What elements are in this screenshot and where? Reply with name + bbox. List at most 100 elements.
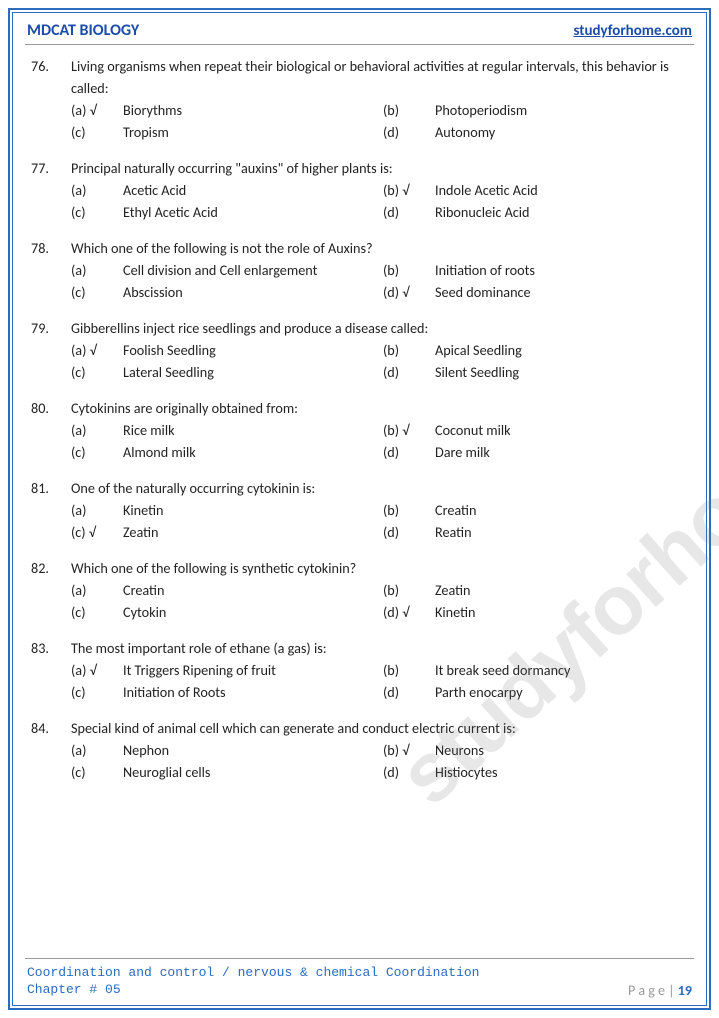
option-text: Initiation of Roots	[123, 681, 383, 703]
question: 79.Gibberellins inject rice seedlings an…	[29, 317, 690, 383]
question: 82.Which one of the following is synthet…	[29, 557, 690, 623]
question-number: 78.	[29, 237, 71, 259]
option-letter: (a)	[71, 579, 123, 601]
option-text: Nephon	[123, 739, 383, 761]
option: (a) √Foolish Seedling	[71, 339, 383, 361]
option-text: Indole Acetic Acid	[435, 179, 690, 201]
option-text: Initiation of roots	[435, 259, 690, 281]
option: (a)Kinetin	[71, 499, 383, 521]
option: (c)Tropism	[71, 121, 383, 143]
option-indent	[29, 499, 71, 521]
option-letter: (c)	[71, 121, 123, 143]
option-letter: (b)	[383, 99, 435, 121]
option-letter: (d)	[383, 121, 435, 143]
option-text: Foolish Seedling	[123, 339, 383, 361]
option: (d)Silent Seedling	[383, 361, 690, 383]
option: (a)Acetic Acid	[71, 179, 383, 201]
option-letter: (c)	[71, 281, 123, 303]
option-indent	[29, 681, 71, 703]
option-text: Neurons	[435, 739, 690, 761]
option-row: (a)Rice milk(b) √Coconut milk	[71, 419, 690, 441]
option: (a) √Biorythms	[71, 99, 383, 121]
option-row: (c)Lateral Seedling(d)Silent Seedling	[71, 361, 690, 383]
option-letter: (d)	[383, 681, 435, 703]
option-text: Abscission	[123, 281, 383, 303]
question-stem: Principal naturally occurring "auxins" o…	[71, 157, 690, 179]
option-row: (a) √Foolish Seedling(b)Apical Seedling	[71, 339, 690, 361]
option-text: Histiocytes	[435, 761, 690, 783]
option: (c)Cytokin	[71, 601, 383, 623]
footer-topic: Coordination and control / nervous & che…	[27, 964, 479, 982]
option-indent	[29, 441, 71, 463]
option: (d) √Seed dominance	[383, 281, 690, 303]
question-stem: Living organisms when repeat their biolo…	[71, 55, 690, 99]
option: (c)Ethyl Acetic Acid	[71, 201, 383, 223]
option: (d)Parth enocarpy	[383, 681, 690, 703]
option: (c)Lateral Seedling	[71, 361, 383, 383]
option: (a)Nephon	[71, 739, 383, 761]
question-number: 76.	[29, 55, 71, 99]
option-row: (c)Tropism(d)Autonomy	[71, 121, 690, 143]
option-letter: (b)	[383, 499, 435, 521]
option-text: Cytokin	[123, 601, 383, 623]
option: (b) √Indole Acetic Acid	[383, 179, 690, 201]
option: (b)Photoperiodism	[383, 99, 690, 121]
question-number: 84.	[29, 717, 71, 739]
option: (b)Initiation of roots	[383, 259, 690, 281]
option-text: Creatin	[123, 579, 383, 601]
option-indent	[29, 739, 71, 761]
page-footer: Coordination and control / nervous & che…	[25, 958, 694, 999]
question: 83.The most important role of ethane (a …	[29, 637, 690, 703]
option-text: Parth enocarpy	[435, 681, 690, 703]
footer-page: P a g e | 19	[628, 982, 692, 999]
option-indent	[29, 361, 71, 383]
option: (c)Almond milk	[71, 441, 383, 463]
option-text: Acetic Acid	[123, 179, 383, 201]
question-stem: Special kind of animal cell which can ge…	[71, 717, 690, 739]
option: (c)Neuroglial cells	[71, 761, 383, 783]
option-indent	[29, 601, 71, 623]
option-letter: (a) √	[71, 659, 123, 681]
option-letter: (a)	[71, 739, 123, 761]
option-indent	[29, 179, 71, 201]
option-text: Dare milk	[435, 441, 690, 463]
option-text: Tropism	[123, 121, 383, 143]
option: (d) √Kinetin	[383, 601, 690, 623]
option-text: Photoperiodism	[435, 99, 690, 121]
question: 80.Cytokinins are originally obtained fr…	[29, 397, 690, 463]
option-text: Kinetin	[123, 499, 383, 521]
question: 78.Which one of the following is not the…	[29, 237, 690, 303]
option-text: Coconut milk	[435, 419, 690, 441]
option-text: Seed dominance	[435, 281, 690, 303]
option-text: Lateral Seedling	[123, 361, 383, 383]
option: (a)Rice milk	[71, 419, 383, 441]
footer-page-number: 19	[678, 982, 692, 999]
option: (d)Autonomy	[383, 121, 690, 143]
header-site-link[interactable]: studyforhome.com	[573, 22, 692, 40]
option-indent	[29, 99, 71, 121]
option: (c)Abscission	[71, 281, 383, 303]
option-row: (a)Kinetin(b)Creatin	[71, 499, 690, 521]
option-text: Cell division and Cell enlargement	[123, 259, 383, 281]
option-text: Neuroglial cells	[123, 761, 383, 783]
footer-chapter: Chapter # 05	[27, 981, 479, 999]
option-indent	[29, 201, 71, 223]
option-indent	[29, 659, 71, 681]
option: (d)Ribonucleic Acid	[383, 201, 690, 223]
option-row: (c)Almond milk(d)Dare milk	[71, 441, 690, 463]
option-indent	[29, 761, 71, 783]
option-letter: (b)	[383, 659, 435, 681]
option-indent	[29, 521, 71, 543]
question-number: 83.	[29, 637, 71, 659]
option-row: (c)Abscission(d) √Seed dominance	[71, 281, 690, 303]
question-stem: Gibberellins inject rice seedlings and p…	[71, 317, 690, 339]
option-text: Apical Seedling	[435, 339, 690, 361]
option-row: (c)Initiation of Roots(d)Parth enocarpy	[71, 681, 690, 703]
footer-page-label: P a g e |	[628, 982, 678, 999]
option-text: Reatin	[435, 521, 690, 543]
option-text: It Triggers Ripening of fruit	[123, 659, 383, 681]
option-row: (c) √Zeatin(d)Reatin	[71, 521, 690, 543]
page-header: MDCAT BIOLOGY studyforhome.com	[25, 21, 694, 45]
option-text: Creatin	[435, 499, 690, 521]
option-indent	[29, 281, 71, 303]
